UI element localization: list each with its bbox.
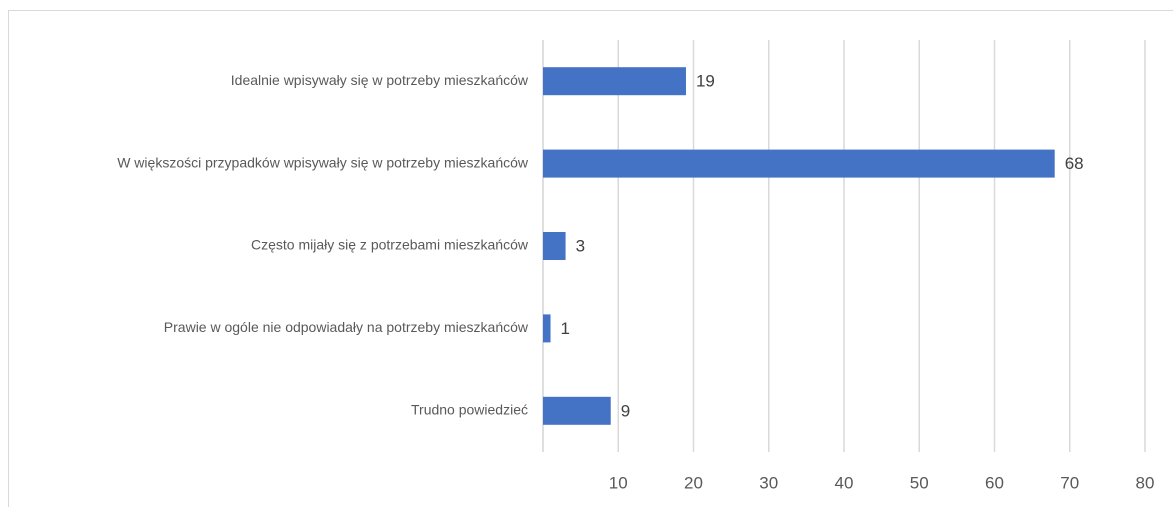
x-tick-label: 40 [835, 473, 854, 492]
bar [543, 232, 566, 260]
value-label: 9 [621, 401, 630, 420]
y-tick-label: Prawie w ogóle nie odpowiadały na potrze… [164, 319, 529, 335]
x-tick-label: 70 [1060, 473, 1079, 492]
bar [543, 149, 1055, 178]
value-label: 1 [561, 319, 570, 338]
y-tick-label: Często mijały się z potrzebami mieszkańc… [251, 237, 529, 253]
value-label: 3 [576, 236, 585, 255]
x-tick-label: 30 [759, 473, 778, 492]
x-tick-label: 60 [985, 473, 1004, 492]
y-tick-label: Idealnie wpisywały się w potrzeby mieszk… [231, 72, 529, 88]
y-tick-label: Trudno powiedzieć [411, 402, 528, 418]
y-tick-label: W większości przypadków wpisywały się w … [117, 154, 529, 170]
value-label: 19 [696, 72, 715, 91]
bar [543, 314, 551, 343]
x-tick-label: 20 [684, 473, 703, 492]
x-tick-label: 50 [910, 473, 929, 492]
x-tick-label: 10 [609, 473, 628, 492]
x-tick-label: 80 [1136, 473, 1155, 492]
bar [543, 396, 611, 425]
bar [543, 67, 686, 96]
value-label: 68 [1065, 154, 1084, 173]
